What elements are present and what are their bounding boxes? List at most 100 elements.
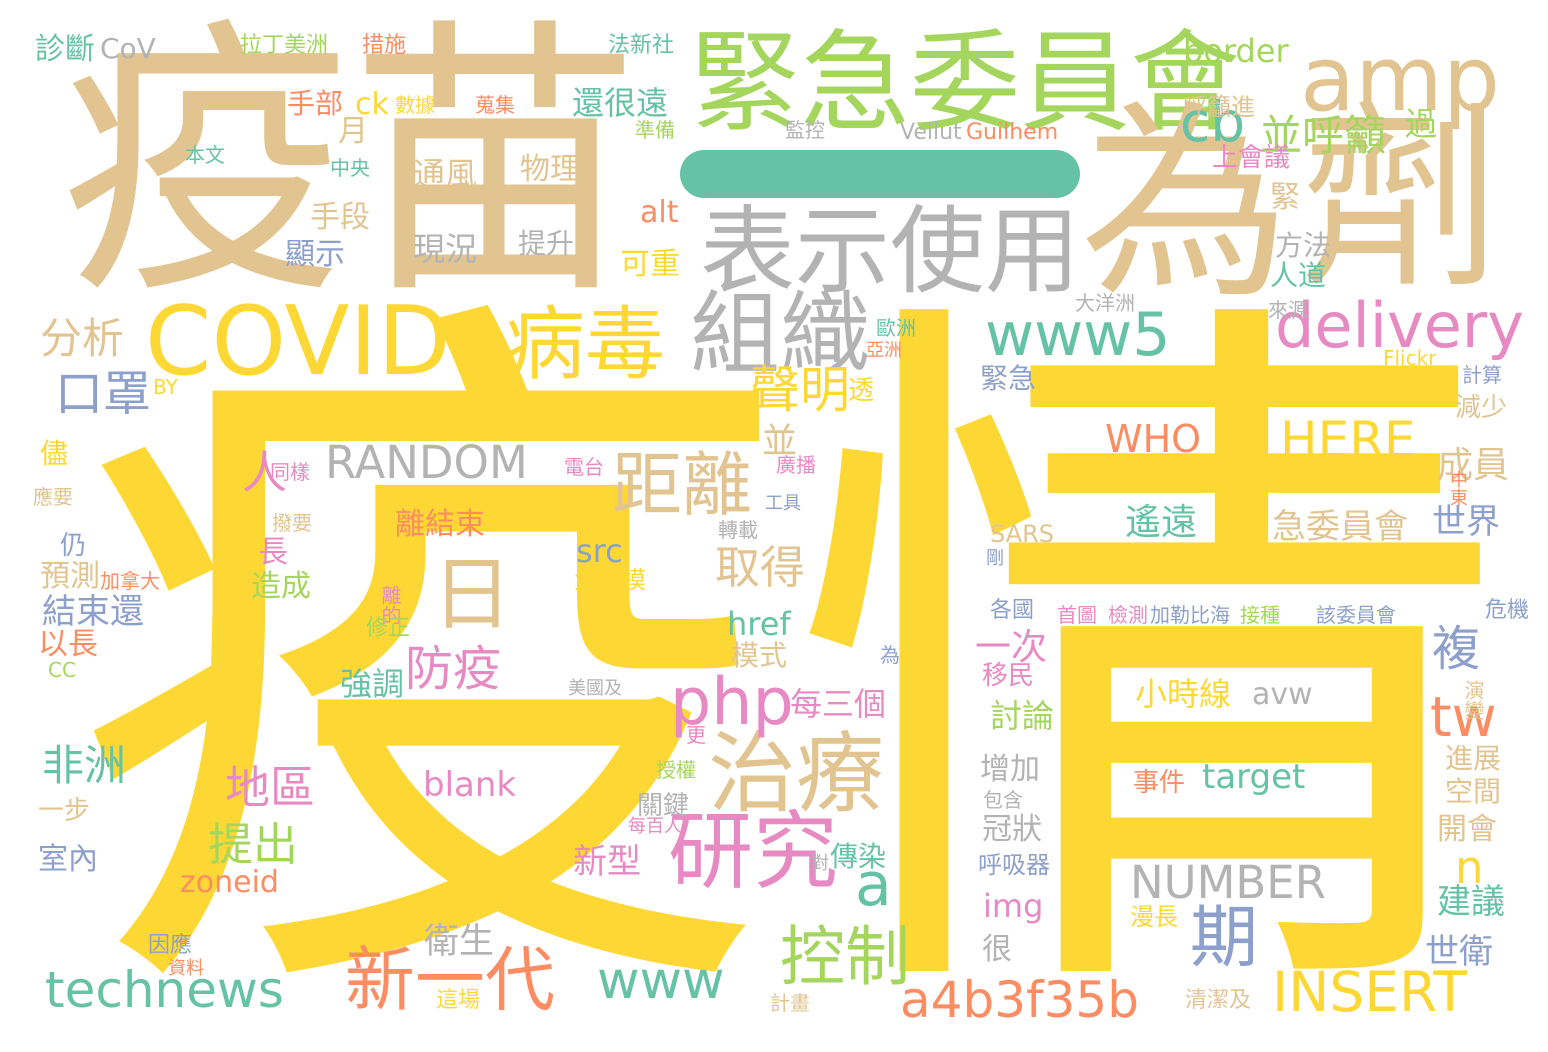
word-79: 移民 bbox=[982, 661, 1035, 691]
word-56: 遙遠 bbox=[1125, 502, 1198, 543]
word-126: 應要 bbox=[33, 485, 73, 509]
word-107: 手部 bbox=[287, 87, 344, 120]
word-140: 大規模 bbox=[574, 566, 646, 594]
word-109: 中央 bbox=[330, 156, 370, 180]
word-83: 事件 bbox=[1133, 768, 1186, 798]
word-152: 關鍵 bbox=[637, 791, 690, 821]
word-156: 新型 bbox=[573, 842, 641, 882]
word-21: 聲明 bbox=[750, 361, 850, 419]
word-89: Flickr bbox=[1383, 346, 1437, 370]
word-78: 一次 bbox=[975, 627, 1048, 668]
word-82: 包含 bbox=[983, 788, 1023, 812]
word-33: www bbox=[597, 951, 725, 1011]
word-7: 表示使用 bbox=[700, 197, 1081, 307]
word-69: 中東 bbox=[1447, 470, 1468, 506]
word-158: 對 bbox=[811, 853, 829, 874]
word-11: www5 bbox=[985, 300, 1171, 370]
word-131: 轉載 bbox=[718, 518, 758, 542]
word-124: 透 bbox=[848, 376, 875, 406]
word-136: 造成 bbox=[251, 569, 311, 604]
word-54: zoneid bbox=[180, 865, 279, 900]
word-112: 通風 bbox=[413, 155, 478, 193]
word-22: 口罩 bbox=[55, 366, 152, 422]
word-149: 每三個 bbox=[790, 685, 887, 723]
word-37: tw bbox=[1430, 685, 1497, 749]
word-142: 修正 bbox=[366, 616, 411, 641]
word-160: 很 bbox=[982, 932, 1012, 967]
word-127: 同樣 bbox=[270, 460, 310, 484]
word-47: alt bbox=[640, 195, 679, 230]
word-9: 病毒 bbox=[505, 298, 665, 391]
word-75: 各國 bbox=[990, 598, 1035, 623]
word-113: 物理 bbox=[520, 152, 580, 187]
word-119: CoV bbox=[100, 32, 156, 65]
word-38: n bbox=[1455, 841, 1484, 894]
word-81: 增加 bbox=[980, 752, 1040, 787]
word-40: 取得 bbox=[715, 541, 806, 594]
word-111: 顯示 bbox=[285, 237, 345, 272]
word-74: 首圖 bbox=[1057, 603, 1097, 627]
word-145: 模式 bbox=[731, 639, 788, 672]
word-155: 每百人 bbox=[628, 816, 682, 837]
word-128: 電台 bbox=[564, 455, 604, 479]
word-52: avw bbox=[1252, 677, 1313, 712]
word-84: 冠狀 bbox=[982, 812, 1042, 847]
word-103: 準備 bbox=[635, 118, 675, 142]
word-96: 緊 bbox=[1270, 180, 1300, 215]
word-135: 長 bbox=[258, 535, 288, 570]
word-114: 現況 bbox=[413, 230, 478, 268]
word-108: 月 bbox=[338, 114, 368, 149]
word-91: 來源 bbox=[1268, 298, 1308, 322]
word-41: 地區 bbox=[225, 761, 316, 814]
word-48: href bbox=[727, 605, 791, 643]
word-3: 緊急委員會 bbox=[690, 19, 1240, 147]
word-45: border bbox=[1183, 32, 1289, 70]
word-98: 過 bbox=[1405, 105, 1438, 143]
word-51: target bbox=[1202, 757, 1306, 797]
word-31: 新一代 bbox=[345, 939, 555, 1021]
word-93: 亞洲 bbox=[866, 340, 902, 361]
word-94: 人道 bbox=[1270, 259, 1327, 292]
word-92: 歐洲 bbox=[876, 316, 916, 340]
word-55: img bbox=[983, 887, 1044, 925]
word-133: 離結束 bbox=[395, 507, 485, 542]
word-5: 劑 bbox=[1300, 83, 1501, 316]
word-120: 拉丁美洲 bbox=[240, 33, 329, 58]
word-147: 強調 bbox=[340, 665, 405, 703]
word-141: 離的 bbox=[378, 585, 402, 625]
word-0: 疫情 bbox=[70, 246, 1510, 1052]
word-71: 加勒比海 bbox=[1150, 603, 1230, 627]
word-39: 複 bbox=[1432, 621, 1481, 677]
word-27: 防疫 bbox=[405, 641, 502, 697]
word-25: 研究 bbox=[668, 803, 839, 902]
word-134: 並 bbox=[762, 422, 798, 462]
word-12: delivery bbox=[1275, 289, 1524, 362]
word-116: 可重 bbox=[620, 247, 680, 282]
word-115: 提升 bbox=[518, 227, 575, 260]
word-87: 清潔及 bbox=[1185, 988, 1252, 1013]
word-50: blank bbox=[423, 765, 517, 805]
word-35: INSERT bbox=[1272, 960, 1467, 1024]
word-66: 危機 bbox=[1485, 598, 1530, 623]
word-161: 因應 bbox=[148, 933, 193, 958]
word-104: 蒐集 bbox=[475, 93, 515, 117]
word-17: WHO bbox=[1105, 417, 1202, 461]
word-28: a bbox=[855, 850, 892, 920]
word-32: technews bbox=[45, 961, 284, 1019]
word-13: cb bbox=[1180, 90, 1246, 154]
word-121: 措施 bbox=[362, 33, 407, 58]
word-146: 為 bbox=[880, 643, 900, 667]
word-1: 疫苗 bbox=[60, 0, 640, 333]
word-157: 傳染 bbox=[830, 840, 887, 873]
word-102: 監控 bbox=[785, 118, 825, 142]
word-29: 期 bbox=[1190, 899, 1259, 978]
word-151: 授權 bbox=[656, 758, 696, 782]
word-60: 世衛 bbox=[1425, 932, 1493, 972]
word-97: 上會議 bbox=[1212, 143, 1291, 173]
word-118: 診斷 bbox=[35, 32, 95, 67]
dash-bar bbox=[680, 150, 1080, 198]
word-77: SARS bbox=[990, 520, 1055, 548]
word-14: 並呼籲 bbox=[1260, 111, 1387, 160]
word-68: 計算 bbox=[1462, 363, 1502, 387]
word-148: 美國及 bbox=[568, 678, 622, 699]
